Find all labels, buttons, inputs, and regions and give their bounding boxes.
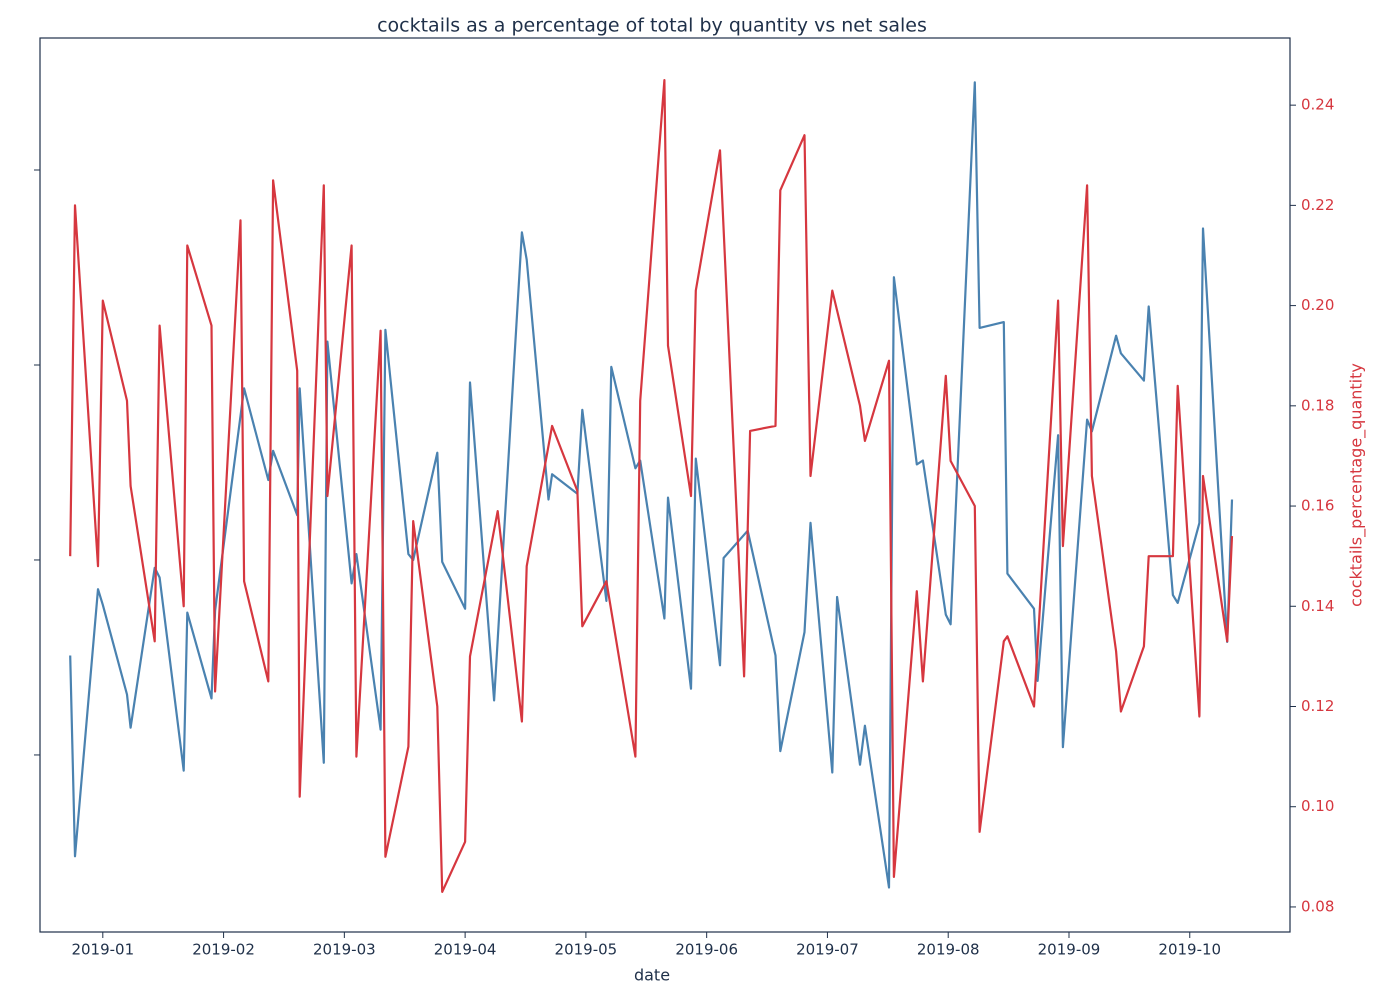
y2-tick-label: 0.22	[1301, 196, 1334, 214]
x-tick-label: 2019-03	[313, 941, 376, 959]
x-axis-label: date	[634, 966, 670, 985]
y2-tick-label: 0.08	[1301, 897, 1334, 915]
y2-tick-label: 0.16	[1301, 497, 1334, 515]
x-tick-label: 2019-02	[192, 941, 255, 959]
x-tick-label: 2019-01	[71, 941, 134, 959]
y2-tick-label: 0.12	[1301, 697, 1334, 715]
x-tick-label: 2019-06	[675, 941, 738, 959]
x-tick-label: 2019-08	[917, 941, 980, 959]
x-tick-label: 2019-04	[434, 941, 497, 959]
data-line	[69, 79, 1234, 893]
y2-tick-label: 0.10	[1301, 797, 1334, 815]
y2-axis-label: cocktails_percentage_quantity	[1347, 363, 1367, 607]
x-tick-label: 2019-07	[796, 941, 859, 959]
x-tick-label: 2019-05	[555, 941, 618, 959]
chart-title: cocktails as a percentage of total by qu…	[377, 15, 927, 37]
x-tick-label: 2019-10	[1158, 941, 1221, 959]
plot-frame	[39, 37, 1291, 933]
y2-tick-label: 0.14	[1301, 597, 1334, 615]
x-tick-label: 2019-09	[1038, 941, 1101, 959]
y2-tick-label: 0.20	[1301, 296, 1334, 314]
y2-tick-label: 0.18	[1301, 396, 1334, 414]
y2-tick-label: 0.24	[1301, 96, 1334, 114]
